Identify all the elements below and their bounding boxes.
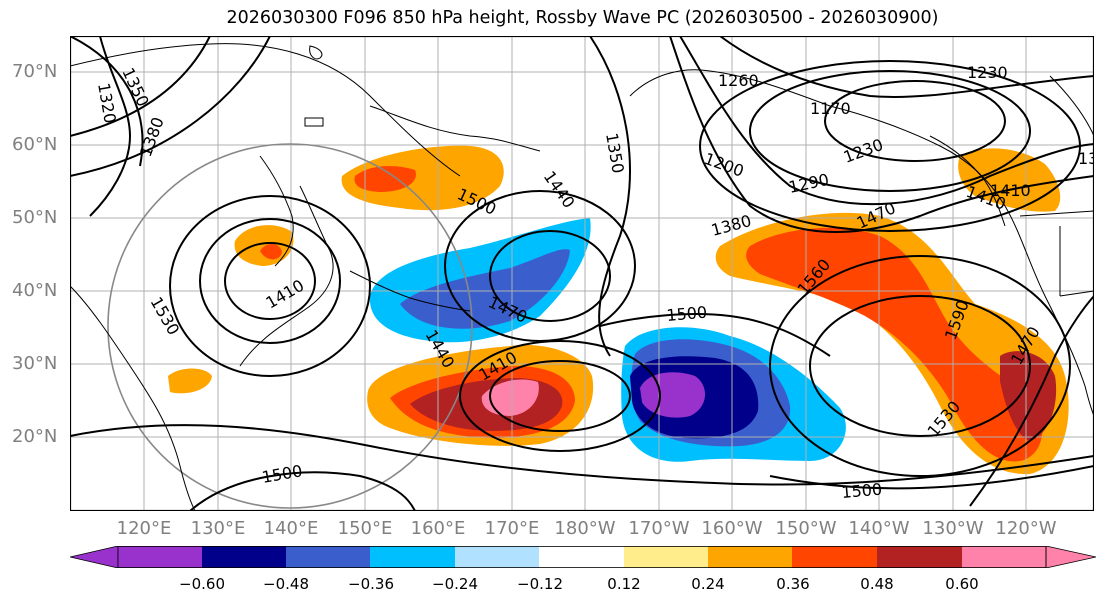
colorbar-tick: 0.24 [691,575,725,593]
lon-label: 140°W [848,518,910,539]
colorbar-tick: −0.48 [263,575,309,593]
positive-anomaly-core [1000,351,1057,441]
positive-anomaly-region [168,368,212,394]
colorbar-cell [286,546,370,568]
lon-label: 180°W [554,518,616,539]
lon-label: 120°E [116,518,172,539]
map-frame [70,36,1094,511]
height-contours [70,36,1094,511]
colorbar-tick: 0.48 [860,575,894,593]
contour-label: 13 [1078,149,1094,168]
contour-label: 1500 [841,480,883,502]
lat-label: 30°N [12,353,58,374]
contour-label: 1410 [990,181,1031,200]
coastlines [70,43,1094,511]
colorbar-tick: 0.36 [776,575,810,593]
colorbar-tick: −0.12 [517,575,563,593]
colorbar-cell [624,546,708,568]
map-panel: 1350 1320 1380 1260 1230 1170 1200 1230 … [70,36,1094,511]
lon-label: 140°E [263,518,319,539]
lon-label: 120°W [995,518,1057,539]
colorbar-cell [877,546,962,568]
lon-label: 130°W [922,518,984,539]
positive-anomaly-region [341,145,504,211]
contour-label: 1260 [718,71,759,90]
lon-label: 160°W [701,518,763,539]
lat-label: 20°N [12,426,58,447]
positive-anomaly-core [746,227,1043,462]
lon-label: 150°E [337,518,393,539]
lat-label: 60°N [12,134,58,155]
contour-label: 1170 [810,99,851,118]
positive-anomaly-core [354,166,416,192]
map-title: 2026030300 F096 850 hPa height, Rossby W… [226,8,939,28]
colorbar-tick: −0.60 [179,575,225,593]
contour-label: 1500 [666,303,708,325]
positive-anomaly-core [260,243,282,260]
colorbar [70,546,1096,568]
colorbar-under-arrow [70,546,119,568]
contour-label: 1230 [967,63,1008,82]
colorbar-tick: −0.24 [432,575,478,593]
lon-label: 160°E [410,518,466,539]
colorbar-cell [202,546,286,568]
colorbar-tick: 0.12 [607,575,641,593]
lon-label: 150°W [775,518,837,539]
colorbar-cell [370,546,455,568]
region-circle [107,143,473,509]
graticule [70,36,1094,511]
colorbar-cell [708,546,792,568]
pc-anomaly-shading [168,145,1069,475]
lon-label: 170°E [484,518,540,539]
colorbar-cell [455,546,539,568]
colorbar-tick: 0.60 [945,575,979,593]
lon-label: 130°E [190,518,246,539]
colorbar-tick: −0.36 [348,575,394,593]
colorbar-cell [962,546,1046,568]
colorbar-cell [118,546,202,568]
colorbar-cell [539,546,624,568]
lat-label: 70°N [12,61,58,82]
negative-anomaly-core [400,249,570,329]
colorbar-over-arrow [1045,546,1096,568]
lon-label: 170°W [628,518,690,539]
lat-label: 40°N [12,280,58,301]
colorbar-cell [792,546,877,568]
positive-anomaly-core [481,379,539,416]
negative-anomaly-core [640,372,706,418]
lat-label: 50°N [12,207,58,228]
